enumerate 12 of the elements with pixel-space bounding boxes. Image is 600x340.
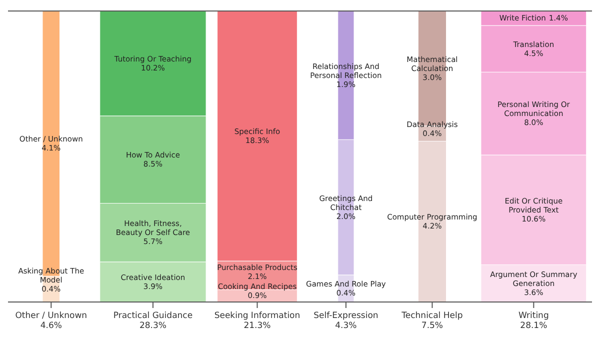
category-label: Self-Expression <box>314 311 378 321</box>
category-label: Practical Guidance <box>113 311 193 321</box>
data-label: 28.3% <box>139 321 166 331</box>
data-label: 28.1% <box>520 321 548 331</box>
category-label: Other / Unknown <box>15 311 88 321</box>
data-label: 4.6% <box>40 321 62 331</box>
data-label: 4.3% <box>335 321 357 331</box>
data-label: 7.5% <box>421 321 444 331</box>
category-label: Technical Help <box>400 311 463 321</box>
category-label: Writing <box>518 311 549 321</box>
data-label: 21.3% <box>244 321 271 331</box>
category-label: Seeking Information <box>214 311 300 321</box>
